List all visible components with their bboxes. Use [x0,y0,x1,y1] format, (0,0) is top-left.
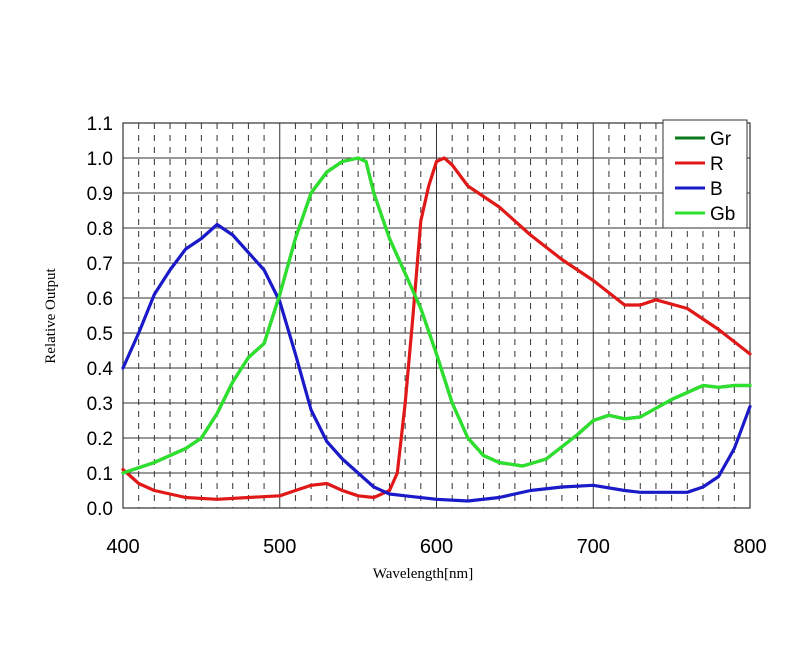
legend-label-gb: Gb [710,204,735,225]
y-tick-label: 0.8 [87,219,113,240]
series-lines [121,156,752,503]
x-tick-label: 800 [733,536,766,558]
x-tick-label: 400 [106,536,139,558]
y-tick-label: 1.1 [87,114,113,135]
y-tick-label: 0.5 [87,324,113,345]
x-tick-label: 500 [263,536,296,558]
series-line-gb [121,156,752,475]
legend: Gr RB Gb [662,119,748,229]
series-line-b [121,222,752,503]
legend-label-r: R [710,154,724,175]
y-axis-label: Relative Output [43,267,59,363]
y-tick-label: 0.0 [87,499,113,520]
y-tick-labels: 0.0 0.1 0.2 0.3 0.4 0.5 0.6 0.7 0.8 0.9 1.0 1.1 [87,114,114,520]
x-tick-label: 600 [420,536,453,558]
y-tick-label: 1.0 [87,149,113,170]
y-tick-label: 0.6 [87,289,113,310]
y-tick-label: 0.1 [87,464,113,485]
y-tick-label: 0.7 [87,254,113,275]
y-tick-label: 0.2 [87,429,113,450]
legend-label-gr: Gr [710,129,732,150]
y-tick-label: 0.3 [87,394,113,415]
x-axis-label: Wavelength[nm] [373,566,473,582]
x-tick-labels: 400 500 600 700 800 [106,536,766,558]
grid [122,122,751,509]
plot-frame [122,122,751,509]
series-line-r [121,156,752,501]
y-tick-label: 0.4 [87,359,114,380]
y-tick-label: 0.9 [87,184,113,205]
legend-label-b: B [710,179,723,200]
x-tick-label: 700 [577,536,610,558]
